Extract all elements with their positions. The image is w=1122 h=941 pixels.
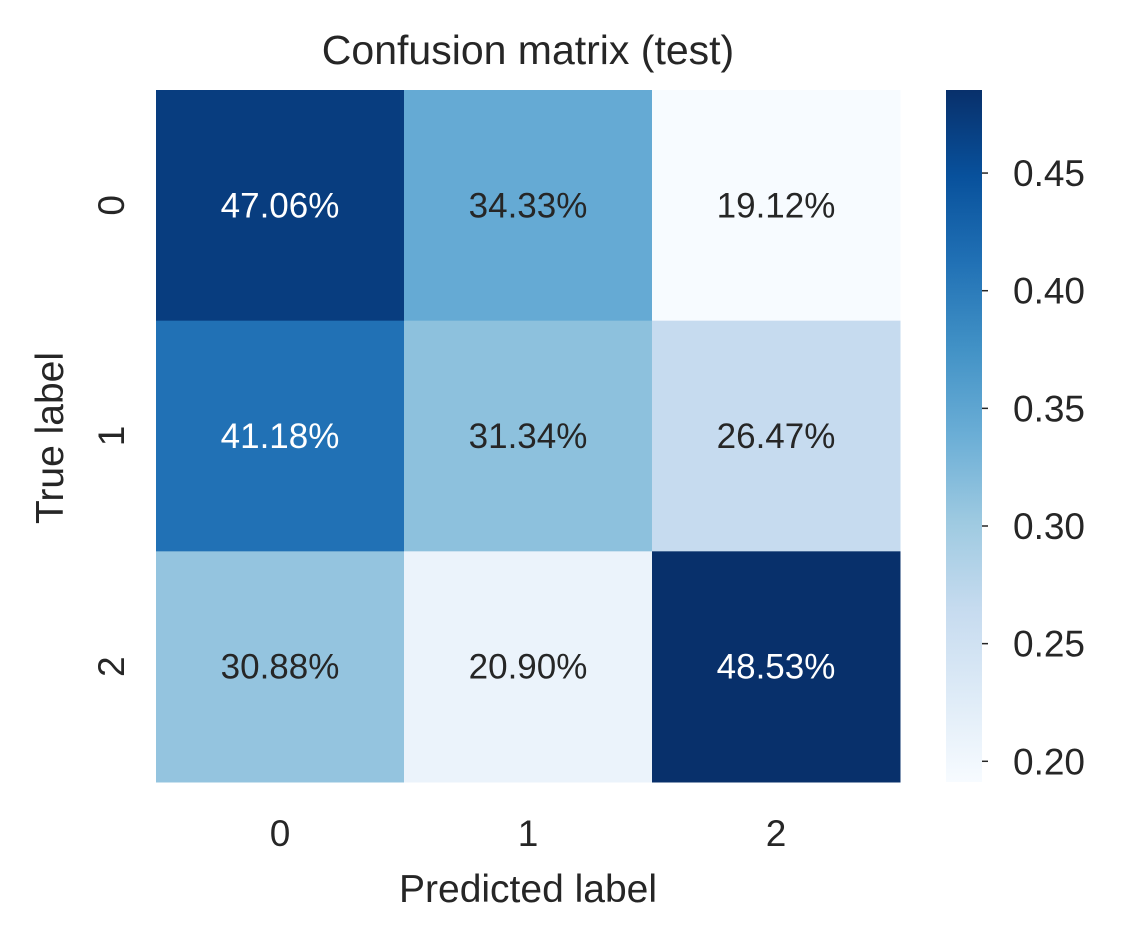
heatmap-cells xyxy=(156,90,901,783)
colorbar-tick-label-5: 0.45 xyxy=(1013,153,1085,194)
heatmap-cell-r2-c2 xyxy=(652,551,901,783)
colorbar-tick-label-1: 0.25 xyxy=(1013,624,1085,665)
cell-label-r0-c2: 19.12% xyxy=(717,186,836,225)
x-tick-label-0: 0 xyxy=(270,813,291,854)
heatmap-cell-r0-c1 xyxy=(404,90,653,322)
y-tick-label-0: 0 xyxy=(91,195,132,216)
cell-label-r1-c2: 26.47% xyxy=(717,417,836,456)
y-tick-label-2: 2 xyxy=(91,656,132,677)
cell-label-r2-c0: 30.88% xyxy=(221,648,340,687)
x-axis-ticks: 0 1 2 xyxy=(270,813,787,854)
cell-label-r1-c0: 41.18% xyxy=(221,417,340,456)
chart-title: Confusion matrix (test) xyxy=(322,27,734,73)
heatmap-cell-r1-c2 xyxy=(652,320,901,552)
colorbar-tick-label-2: 0.30 xyxy=(1013,506,1085,547)
colorbar-ticks: 0.20 0.25 0.30 0.35 0.40 0.45 xyxy=(982,153,1085,782)
cell-label-r2-c1: 20.90% xyxy=(469,648,588,687)
heatmap-cell-r2-c1 xyxy=(404,551,653,783)
cell-label-r0-c0: 47.06% xyxy=(221,186,340,225)
colorbar-tick-label-4: 0.40 xyxy=(1013,271,1085,312)
y-tick-label-1: 1 xyxy=(91,426,132,447)
x-axis-label: Predicted label xyxy=(399,868,657,911)
cell-label-r0-c1: 34.33% xyxy=(469,186,588,225)
colorbar-tick-label-3: 0.35 xyxy=(1013,388,1085,429)
x-tick-label-2: 2 xyxy=(766,813,787,854)
cell-label-r2-c2: 48.53% xyxy=(717,648,836,687)
heatmap-cell-r1-c0 xyxy=(156,320,405,552)
y-axis-label: True label xyxy=(29,352,72,524)
colorbar xyxy=(946,90,982,782)
x-tick-label-1: 1 xyxy=(518,813,539,854)
heatmap-cell-r1-c1 xyxy=(404,320,653,552)
colorbar-tick-label-0: 0.20 xyxy=(1013,741,1085,782)
heatmap-cell-r0-c0 xyxy=(156,90,405,322)
heatmap-cell-r2-c0 xyxy=(156,551,405,783)
heatmap-cell-labels: 47.06% 34.33% 19.12% 41.18% 31.34% 26.47% 30.8… xyxy=(221,186,836,686)
cell-label-r1-c1: 31.34% xyxy=(469,417,588,456)
heatmap-cell-r0-c2 xyxy=(652,90,901,322)
y-axis-ticks: 0 1 2 xyxy=(91,195,132,677)
